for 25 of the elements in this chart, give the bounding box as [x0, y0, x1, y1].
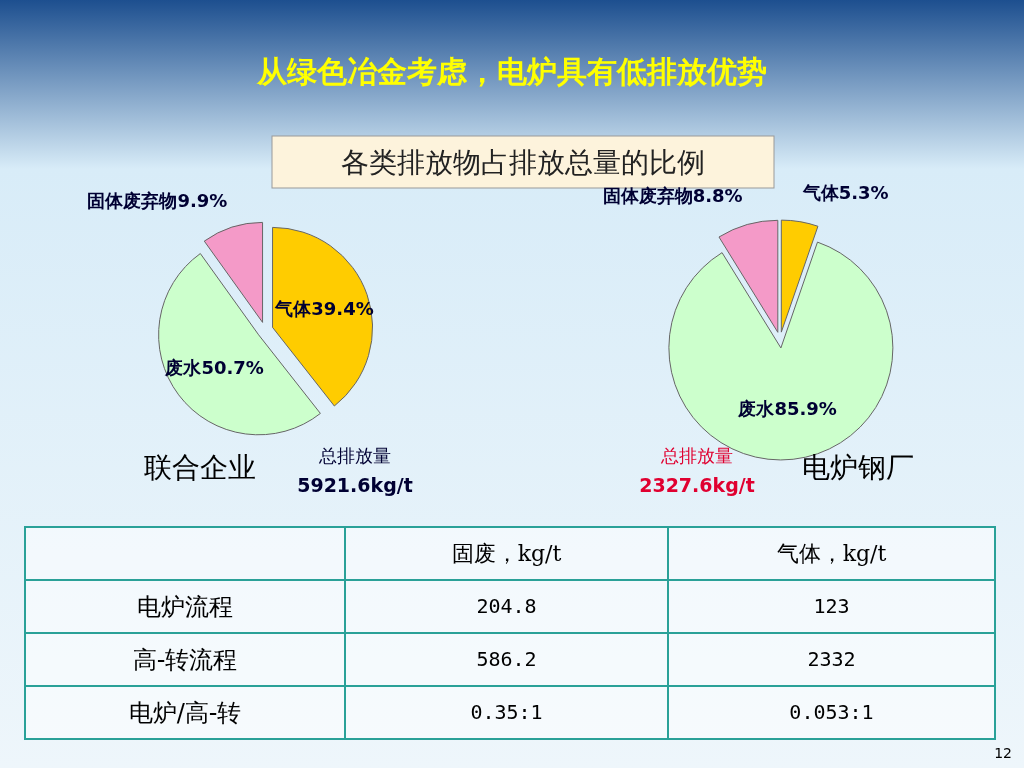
- category-label: 电炉/高-转: [128, 699, 242, 727]
- text: 总排放量: [318, 445, 391, 466]
- text: 从绿色冶金考虑，电炉具有低排放优势: [256, 54, 767, 89]
- text: 0.35:1: [470, 700, 543, 724]
- category-label: 废水50.7%: [165, 356, 264, 378]
- text: 总排放量: [660, 445, 733, 466]
- text: 5921.6kg/t: [297, 474, 413, 496]
- text: 204.8: [476, 594, 537, 618]
- text: 586.2: [476, 647, 537, 671]
- category-label: 高-转流程: [132, 646, 238, 674]
- category-label: 固体废弃物8.8%: [602, 185, 743, 207]
- category-label: 气体5.3%: [802, 182, 889, 204]
- text: 各类排放物占排放总量的比例: [341, 146, 705, 179]
- category-label: 电炉流程: [137, 593, 233, 621]
- text: 12: [994, 745, 1012, 761]
- text: 123: [813, 594, 850, 618]
- text: 2327.6kg/t: [639, 474, 755, 496]
- text: 电炉钢厂: [802, 451, 914, 484]
- category-label: 固体废弃物9.9%: [87, 189, 228, 211]
- text: 0.053:1: [789, 700, 874, 724]
- category-label: 固废，kg/t: [451, 541, 562, 566]
- text: 联合企业: [144, 451, 256, 484]
- text: 2332: [807, 647, 856, 671]
- category-label: 废水85.9%: [738, 398, 837, 420]
- category-label: 气体，kg/t: [776, 541, 887, 566]
